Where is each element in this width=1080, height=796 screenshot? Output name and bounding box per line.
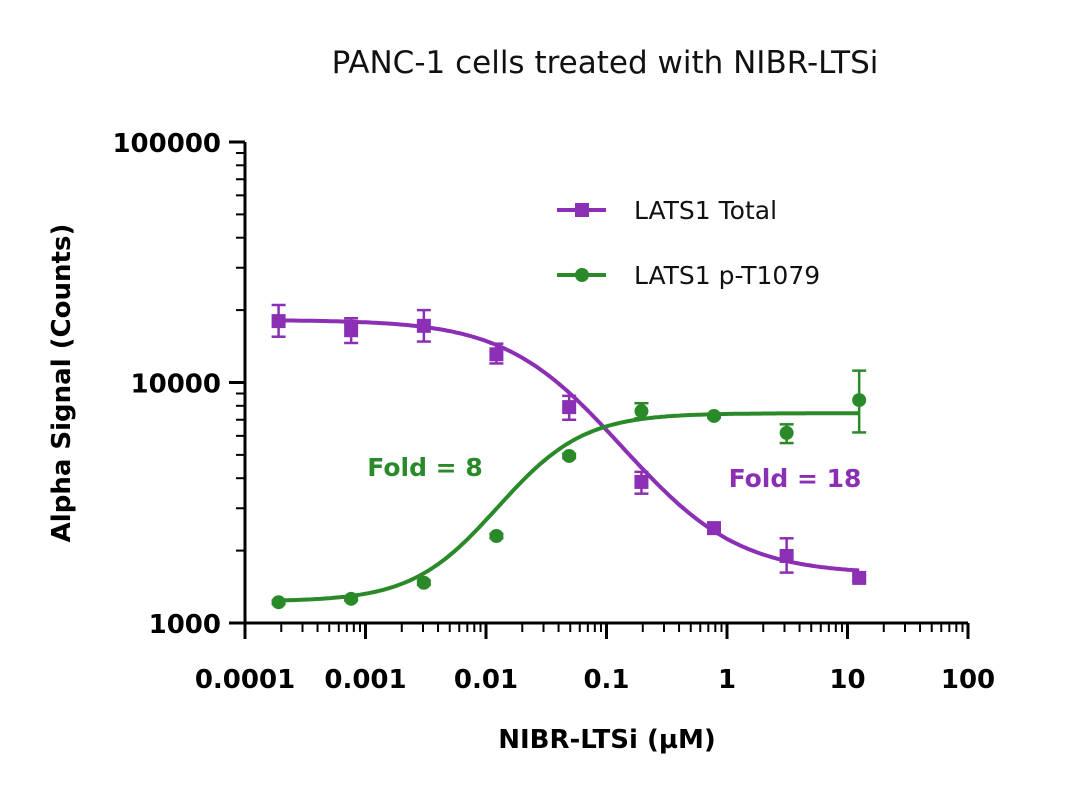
data-point-circle — [344, 591, 359, 606]
x-tick-label: 0.001 — [324, 665, 406, 695]
data-point-square — [416, 318, 431, 333]
data-point-circle — [416, 575, 431, 590]
legend-label-lats1-total: LATS1 Total — [634, 196, 777, 225]
data-point-circle — [706, 408, 721, 423]
data-point-square — [779, 548, 794, 563]
data-point-circle — [779, 425, 794, 440]
data-point-square — [852, 570, 867, 585]
fit-curve-1 — [278, 411, 860, 603]
legend-marker-square — [575, 203, 589, 217]
x-axis-label: NIBR-LTSi (µM) — [498, 725, 716, 755]
y-tick-label: 100000 — [112, 129, 221, 159]
data-points — [271, 303, 867, 610]
x-tick-label: 10 — [829, 665, 865, 695]
x-tick-label: 100 — [941, 665, 995, 695]
x-tick-label: 0.1 — [583, 665, 629, 695]
data-point-circle — [562, 448, 577, 463]
data-point-circle — [271, 595, 286, 610]
data-point-square — [489, 347, 504, 362]
annotation-fold-green: Fold = 8 — [367, 453, 482, 482]
y-tick-label: 10000 — [131, 370, 221, 400]
x-tick-label: 0.01 — [454, 665, 518, 695]
data-point-square — [706, 521, 721, 536]
legend: LATS1 Total LATS1 p-T1079 — [557, 196, 820, 290]
x-tick-label: 1 — [718, 665, 736, 695]
legend-label-lats1-pt1079: LATS1 p-T1079 — [634, 261, 820, 290]
data-point-square — [271, 314, 286, 329]
x-tick-label: 0.0001 — [195, 665, 295, 695]
fit-curves — [278, 318, 860, 603]
chart-title: PANC-1 cells treated with NIBR-LTSi — [332, 45, 879, 81]
y-tick-label: 1000 — [149, 610, 221, 640]
data-point-square — [634, 474, 649, 489]
y-axis-label: Alpha Signal (Counts) — [47, 224, 77, 543]
annotation-fold-purple: Fold = 18 — [729, 464, 862, 493]
fit-curve-0 — [278, 318, 860, 573]
data-point-square — [562, 400, 577, 415]
legend-marker-circle — [575, 268, 589, 282]
data-point-circle — [634, 404, 649, 419]
axes: 0.0001 0.001 0.01 0.1 1 10 100 1000 10000 100000 — [112, 129, 995, 695]
data-point-circle — [489, 529, 504, 544]
data-point-square — [344, 323, 359, 338]
data-point-circle — [852, 393, 867, 408]
